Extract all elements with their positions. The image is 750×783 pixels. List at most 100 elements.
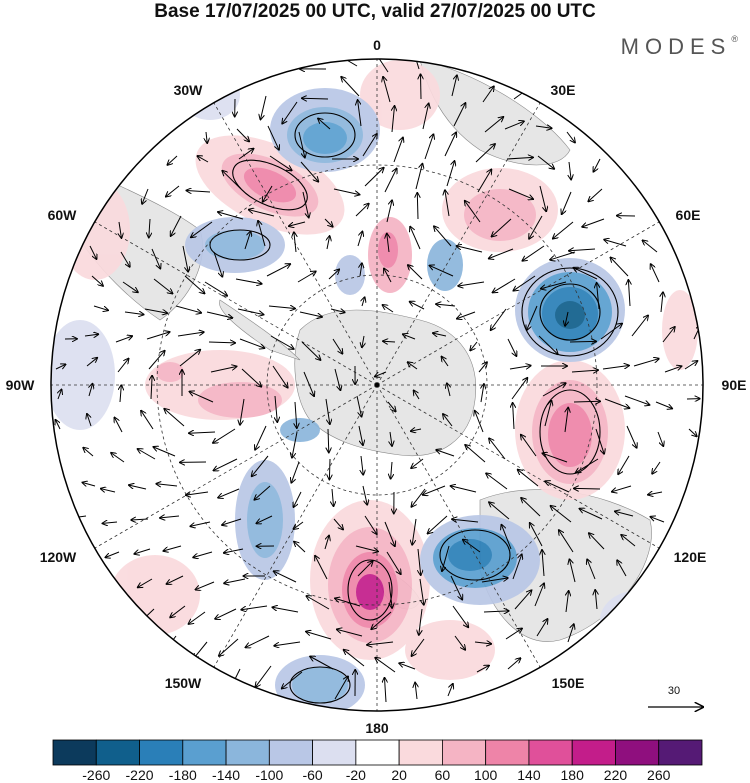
wind-arrow (446, 161, 455, 187)
wind-arrow (392, 106, 395, 133)
wind-arrow (573, 401, 600, 402)
wind-arrow (571, 370, 598, 372)
wind-arrow (602, 366, 629, 370)
wind-arrow (611, 258, 629, 277)
wind-arrow (447, 684, 453, 697)
wind-arrow (153, 278, 172, 294)
circulation-loops (209, 112, 619, 704)
wind-arrow (444, 133, 456, 157)
colorbar-tick-label: -180 (169, 767, 197, 783)
anomaly-negative (51, 320, 115, 430)
reference-vector-label: 30 (668, 685, 680, 697)
anomaly-positive (60, 180, 130, 280)
wind-arrow (357, 561, 373, 577)
wind-arrow (597, 283, 599, 310)
label-150e: 150E (552, 675, 585, 691)
wind-arrow (375, 658, 396, 673)
wind-arrow (364, 515, 377, 534)
wind-arrow (222, 518, 242, 525)
wind-arrow (164, 409, 185, 427)
wind-arrow (142, 188, 149, 204)
wind-arrow (600, 324, 622, 340)
wind-arrow (371, 611, 392, 629)
wind-arrow (544, 401, 551, 427)
wind-arrow (410, 302, 425, 310)
wind-arrow (422, 104, 429, 130)
wind-arrow (589, 533, 605, 550)
wind-arrow (302, 98, 329, 99)
wind-arrow (89, 384, 93, 397)
wind-arrow (289, 221, 306, 226)
wind-arrow (458, 281, 485, 286)
colorbar-tick-label: -20 (346, 767, 366, 783)
wind-arrow (410, 227, 421, 250)
wind-arrow (249, 210, 275, 217)
wind-arrow (523, 245, 545, 261)
wind-arrow (87, 414, 92, 427)
wind-arrow (391, 461, 392, 479)
anomaly-negative (427, 239, 463, 291)
wind-arrow (272, 607, 299, 613)
wind-arrow (246, 635, 270, 647)
wind-arrow (204, 281, 227, 296)
colorbar-swatch (52, 739, 97, 766)
wind-arrow (282, 671, 303, 688)
anomaly-shading (51, 60, 698, 711)
wind-arrow (476, 666, 489, 673)
wind-arrow (595, 590, 597, 610)
label-60w: 60W (48, 207, 78, 223)
wind-arrow (388, 581, 392, 608)
wind-arrow (387, 234, 389, 253)
wind-arrow (387, 401, 396, 411)
wind-arrow (445, 190, 450, 217)
wind-arrow (168, 155, 178, 165)
wind-arrow (536, 619, 548, 637)
wind-arrow (299, 311, 322, 317)
wind-arrow (344, 650, 365, 667)
wind-arrow (433, 333, 447, 336)
wind-arrow (333, 188, 359, 195)
wind-arrow (355, 204, 369, 217)
wind-arrow (86, 358, 97, 367)
wind-arrow (310, 657, 334, 670)
wind-arrow (386, 200, 392, 223)
wind-arrow (661, 292, 663, 313)
wind-arrow (664, 366, 681, 373)
wind-arrow (574, 488, 601, 489)
wind-arrow (325, 398, 330, 424)
wind-arrow (306, 632, 332, 640)
brand-name: MODES (620, 34, 732, 59)
wind-arrow (423, 485, 446, 495)
wind-arrow (257, 515, 273, 523)
wind-arrow (255, 485, 271, 500)
wind-arrow (408, 362, 418, 370)
wind-arrow (514, 275, 536, 291)
wind-arrow (138, 578, 153, 587)
wind-arrow (318, 119, 331, 130)
wind-arrow (244, 232, 251, 250)
wind-arrow (267, 125, 279, 150)
wind-arrow (186, 492, 209, 495)
wind-arrow (518, 470, 539, 487)
colorbar-tick-label: 180 (561, 767, 585, 783)
wind-arrow (436, 304, 456, 306)
wind-vectors (56, 59, 701, 703)
wind-arrow (333, 518, 343, 529)
wind-arrow (196, 581, 215, 590)
wind-arrow (481, 384, 484, 403)
wind-arrow (191, 221, 213, 237)
map-disc (51, 59, 703, 711)
colorbar-swatch (398, 739, 443, 766)
wind-arrow (412, 518, 417, 545)
wind-arrow (486, 473, 508, 490)
wind-arrow (651, 517, 665, 523)
wind-arrow (275, 395, 277, 422)
wind-arrow (124, 312, 144, 315)
wind-arrow (447, 383, 450, 397)
wind-arrow (335, 598, 361, 607)
wind-arrow (93, 305, 108, 310)
wind-arrow (218, 212, 244, 220)
wind-arrow (175, 305, 201, 313)
wind-arrow (595, 428, 604, 454)
wind-arrow (457, 311, 476, 319)
